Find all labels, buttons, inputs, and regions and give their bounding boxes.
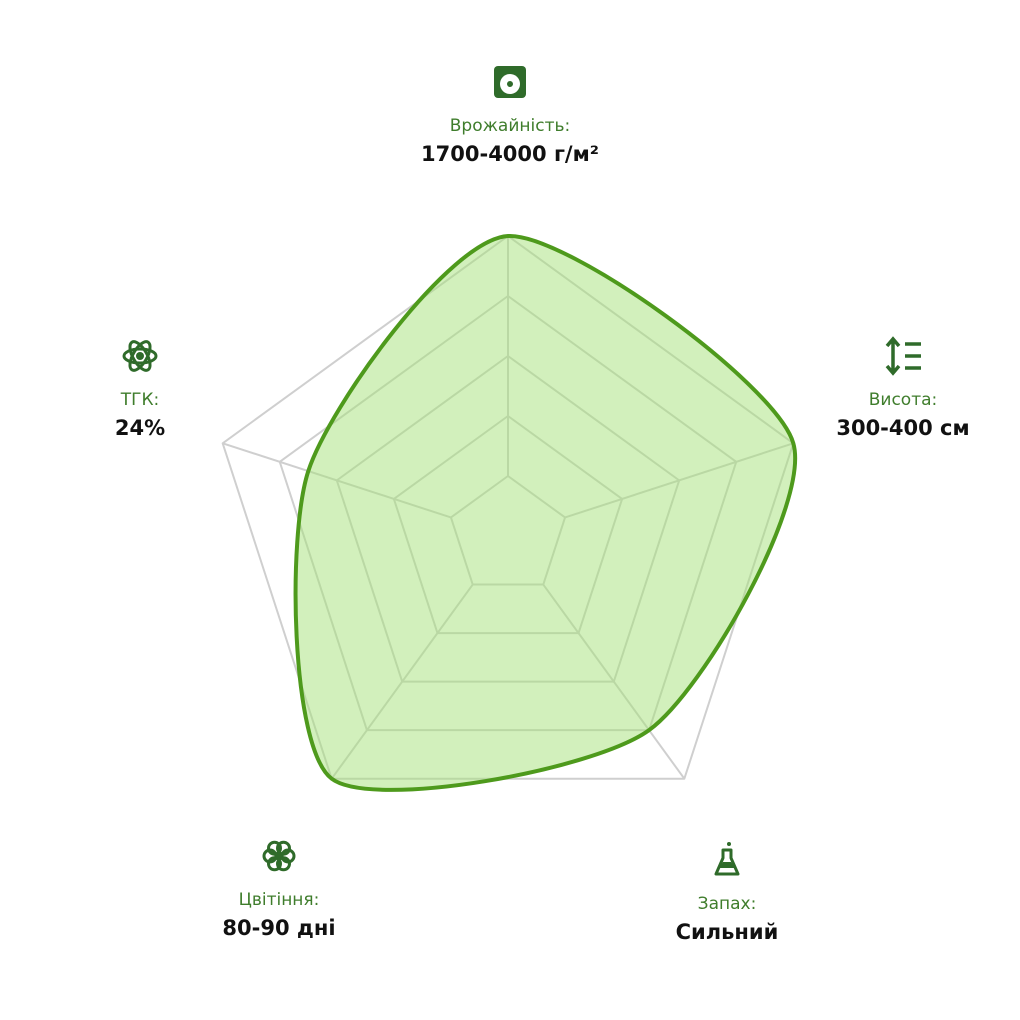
category-detail: Сильний (676, 920, 779, 944)
icon-part (136, 352, 144, 360)
category-detail: 1700-4000 г/м² (421, 142, 599, 166)
category-detail: 24% (115, 416, 165, 440)
icon-part (276, 856, 291, 872)
category-label: Врожайність: (450, 116, 570, 136)
icon (262, 840, 296, 872)
category-label: ТГК: (120, 390, 160, 410)
icon-part (714, 848, 740, 876)
icon-part (276, 840, 291, 856)
radar-area (293, 233, 797, 792)
icon (885, 336, 921, 376)
icon-part (128, 340, 152, 372)
category-label: Висота: (869, 390, 938, 410)
category-label: Цвітіння: (239, 890, 320, 910)
icon-part (727, 842, 731, 846)
icon-part (276, 853, 282, 859)
category-detail: 300-400 см (836, 416, 969, 440)
icon-part (122, 347, 158, 365)
icon (494, 66, 526, 98)
category-label: Запах: (698, 894, 757, 914)
icon-part (719, 862, 735, 868)
icon-part (507, 81, 513, 87)
icon-part (267, 840, 282, 856)
icon (714, 842, 740, 876)
icon (122, 340, 158, 372)
icon-part (885, 336, 921, 376)
icon-part (128, 340, 152, 372)
category-detail: 80-90 дні (222, 916, 335, 940)
